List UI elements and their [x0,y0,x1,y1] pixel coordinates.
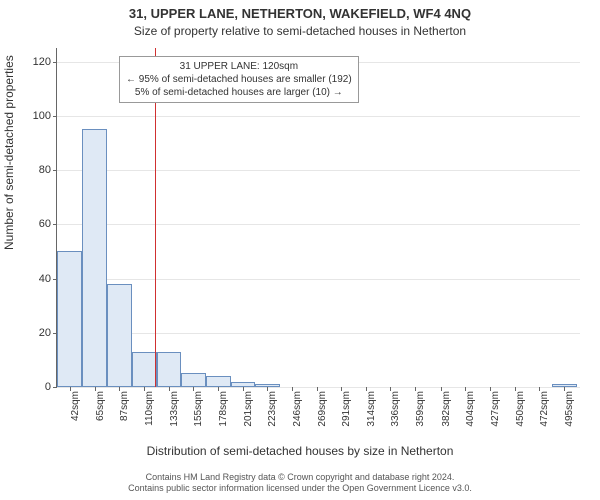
x-tick-label: 382sqm [441,391,452,427]
marker-callout: 31 UPPER LANE: 120sqm ← 95% of semi-deta… [119,56,359,103]
histogram-bar [552,384,577,387]
x-tick-label: 246sqm [292,391,303,427]
gridline [57,224,580,225]
x-tick-label: 359sqm [415,391,426,427]
histogram-bar [255,384,280,387]
y-tick-label: 80 [39,164,51,176]
histogram-bar [132,352,157,387]
histogram-bar [107,284,132,387]
x-tick-label: 450sqm [515,391,526,427]
x-tick-label: 155sqm [193,391,204,427]
x-tick-label: 427sqm [490,391,501,427]
callout-line3: 5% of semi-detached houses are larger (1… [126,86,352,99]
y-tick-label: 60 [39,218,51,230]
x-tick-label: 87sqm [119,391,130,421]
histogram-bar [82,129,107,387]
chart-container: 31, UPPER LANE, NETHERTON, WAKEFIELD, WF… [0,0,600,500]
histogram-bar [231,382,255,387]
x-tick-label: 336sqm [390,391,401,427]
plot-area: 02040608010012042sqm65sqm87sqm110sqm133s… [56,48,580,388]
x-tick-label: 201sqm [243,391,254,427]
footer-line2: Contains public sector information licen… [0,483,600,494]
histogram-bar [57,251,82,387]
x-tick-label: 269sqm [317,391,328,427]
callout-line1: 31 UPPER LANE: 120sqm [126,60,352,73]
chart-footer: Contains HM Land Registry data © Crown c… [0,472,600,495]
y-tick-label: 40 [39,273,51,285]
chart-title: 31, UPPER LANE, NETHERTON, WAKEFIELD, WF… [0,6,600,21]
y-tick-mark [53,62,57,63]
x-tick-label: 223sqm [267,391,278,427]
x-tick-label: 42sqm [70,391,81,421]
x-tick-label: 314sqm [366,391,377,427]
x-tick-label: 65sqm [95,391,106,421]
y-tick-label: 120 [33,56,51,68]
y-tick-label: 0 [45,381,51,393]
histogram-bar [206,376,231,387]
chart-subtitle: Size of property relative to semi-detach… [0,24,600,38]
histogram-bar [181,373,206,387]
x-tick-label: 133sqm [169,391,180,427]
gridline [57,333,580,334]
x-tick-label: 404sqm [465,391,476,427]
y-tick-mark [53,224,57,225]
x-tick-label: 495sqm [564,391,575,427]
x-tick-label: 110sqm [144,391,155,426]
y-axis-label: Number of semi-detached properties [2,55,16,250]
gridline [57,279,580,280]
footer-line1: Contains HM Land Registry data © Crown c… [0,472,600,483]
x-tick-label: 291sqm [341,391,352,427]
y-tick-mark [53,170,57,171]
x-tick-label: 472sqm [539,391,550,427]
y-tick-mark [53,116,57,117]
y-tick-label: 20 [39,327,51,339]
x-tick-label: 178sqm [218,391,229,427]
y-tick-label: 100 [33,110,51,122]
gridline [57,116,580,117]
x-axis-label: Distribution of semi-detached houses by … [0,444,600,458]
histogram-bar [157,352,181,387]
gridline [57,387,580,388]
y-tick-mark [53,387,57,388]
callout-line2: ← 95% of semi-detached houses are smalle… [126,73,352,86]
gridline [57,170,580,171]
